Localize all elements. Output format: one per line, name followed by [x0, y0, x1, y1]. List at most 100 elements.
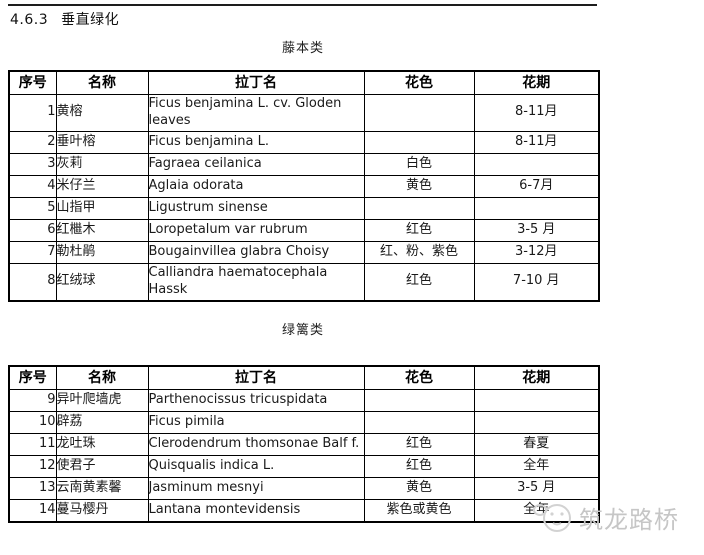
cell-latin-name: Bougainvillea glabra Choisy [147, 240, 365, 264]
cell-plant-name: 云南黄素馨 [55, 477, 149, 500]
cell-serial-number: 11 [8, 433, 57, 456]
cell-plant-name: 使君子 [55, 455, 149, 478]
cell-flower-period: 3-5 月 [473, 477, 600, 500]
cell-serial-number: 5 [8, 196, 57, 220]
cell-serial-number: 12 [8, 455, 57, 478]
cell-plant-name: 勒杜鹃 [55, 240, 149, 264]
cell-flower-period: 3-12月 [473, 240, 600, 264]
cell-latin-name: Calliandra haematocephala Hassk [147, 262, 365, 302]
col-header-latin: 拉丁名 [147, 70, 365, 95]
watermark-text: 筑龙路桥 [579, 505, 679, 534]
section-number: 4.6.3 [10, 12, 49, 28]
cell-flower-period: 8-11月 [473, 94, 600, 132]
cell-flower-color: 黄色 [363, 174, 475, 198]
section-title: 垂直绿化 [61, 12, 120, 28]
cell-plant-name: 灰莉 [55, 152, 149, 176]
zhulong-mascot-logo [533, 504, 571, 532]
cell-latin-name: Ficus pimila [147, 411, 365, 434]
col-header-name: 名称 [55, 365, 149, 390]
col-header-no: 序号 [8, 365, 57, 390]
cell-flower-color: 红色 [363, 262, 475, 302]
cell-flower-color: 红色 [363, 433, 475, 456]
cell-flower-period: 8-11月 [473, 130, 600, 154]
col-header-color: 花色 [363, 365, 475, 390]
cell-plant-name: 蔓马樱丹 [55, 499, 149, 523]
cell-plant-name: 山指甲 [55, 196, 149, 220]
cell-latin-name: Lantana montevidensis [147, 499, 365, 523]
cell-flower-period: 全年 [473, 455, 600, 478]
cell-plant-name: 龙吐珠 [55, 433, 149, 456]
col-header-period: 花期 [473, 365, 600, 390]
cell-latin-name: Ficus benjamina L. cv. Gloden leaves [147, 94, 365, 132]
table2-subtitle: 绿篱类 [281, 323, 324, 338]
cell-flower-color [363, 389, 475, 412]
table-row: 13 云南黄素馨 Jasminum mesnyi 黄色 3-5 月 [8, 477, 600, 500]
section-heading: 4.6.3 垂直绿化 [10, 9, 119, 29]
cell-flower-color [363, 411, 475, 434]
cell-flower-period: 6-7月 [473, 174, 600, 198]
cell-plant-name: 黄榕 [55, 94, 149, 132]
table1-subtitle: 藤本类 [281, 41, 324, 56]
cell-flower-period: 全年 [473, 499, 600, 523]
cell-flower-period: 3-5 月 [473, 218, 600, 242]
cell-serial-number: 9 [8, 389, 57, 412]
col-header-latin: 拉丁名 [147, 365, 365, 390]
table-row: 9 异叶爬墙虎 Parthenocissus tricuspidata [8, 389, 600, 412]
cell-flower-period [473, 411, 600, 434]
table-row: 8 红绒球 Calliandra haematocephala Hassk 红色… [8, 262, 600, 302]
cell-serial-number: 10 [8, 411, 57, 434]
top-divider-rule [8, 4, 597, 6]
cell-plant-name: 红绒球 [55, 262, 149, 302]
cell-flower-period [473, 152, 600, 176]
cell-latin-name: Fagraea ceilanica [147, 152, 365, 176]
watermark: 筑龙路桥 [533, 496, 679, 538]
cell-flower-color [363, 196, 475, 220]
cell-latin-name: Ligustrum sinense [147, 196, 365, 220]
cell-serial-number: 14 [8, 499, 57, 523]
col-header-period: 花期 [473, 70, 600, 95]
cell-flower-color [363, 130, 475, 154]
cell-serial-number: 13 [8, 477, 57, 500]
cell-serial-number: 6 [8, 218, 57, 242]
table-row: 7 勒杜鹃 Bougainvillea glabra Choisy 红、粉、紫色… [8, 240, 600, 264]
table-row: 1 黄榕 Ficus benjamina L. cv. Gloden leave… [8, 94, 600, 132]
cell-latin-name: Clerodendrum thomsonae Balf f. [147, 433, 365, 456]
table-row: 2 垂叶榕 Ficus benjamina L. 8-11月 [8, 130, 600, 154]
cell-flower-color: 紫色或黄色 [363, 499, 475, 523]
col-header-name: 名称 [55, 70, 149, 95]
cell-latin-name: Aglaia odorata [147, 174, 365, 198]
cell-latin-name: Parthenocissus tricuspidata [147, 389, 365, 412]
cell-serial-number: 7 [8, 240, 57, 264]
table-row: 6 红檵木 Loropetalum var rubrum 红色 3-5 月 [8, 218, 600, 242]
cell-plant-name: 垂叶榕 [55, 130, 149, 154]
cell-flower-color: 红色 [363, 218, 475, 242]
table-row: 10 辟荔 Ficus pimila [8, 411, 600, 434]
table-row: 5 山指甲 Ligustrum sinense [8, 196, 600, 220]
col-header-no: 序号 [8, 70, 57, 95]
table-row: 4 米仔兰 Aglaia odorata 黄色 6-7月 [8, 174, 600, 198]
table-row: 3 灰莉 Fagraea ceilanica 白色 [8, 152, 600, 176]
table-header-row: 序号 名称 拉丁名 花色 花期 [8, 365, 600, 390]
cell-serial-number: 2 [8, 130, 57, 154]
cell-flower-period: 春夏 [473, 433, 600, 456]
cell-latin-name: Quisqualis indica L. [147, 455, 365, 478]
col-header-color: 花色 [363, 70, 475, 95]
cell-serial-number: 1 [8, 94, 57, 132]
table-row: 12 使君子 Quisqualis indica L. 红色 全年 [8, 455, 600, 478]
cell-serial-number: 4 [8, 174, 57, 198]
cell-flower-color: 黄色 [363, 477, 475, 500]
table-header-row: 序号 名称 拉丁名 花色 花期 [8, 70, 600, 95]
cell-plant-name: 辟荔 [55, 411, 149, 434]
cell-serial-number: 8 [8, 262, 57, 302]
cell-flower-color: 红色 [363, 455, 475, 478]
cell-plant-name: 红檵木 [55, 218, 149, 242]
cell-flower-color [363, 94, 475, 132]
cell-plant-name: 异叶爬墙虎 [55, 389, 149, 412]
cell-flower-period [473, 196, 600, 220]
cell-serial-number: 3 [8, 152, 57, 176]
table-row: 14 蔓马樱丹 Lantana montevidensis 紫色或黄色 全年 [8, 499, 600, 523]
table-row: 11 龙吐珠 Clerodendrum thomsonae Balf f. 红色… [8, 433, 600, 456]
hedge-plants-table: 序号 名称 拉丁名 花色 花期 9 异叶爬墙虎 Parthenocissus t… [8, 365, 600, 523]
cell-latin-name: Ficus benjamina L. [147, 130, 365, 154]
